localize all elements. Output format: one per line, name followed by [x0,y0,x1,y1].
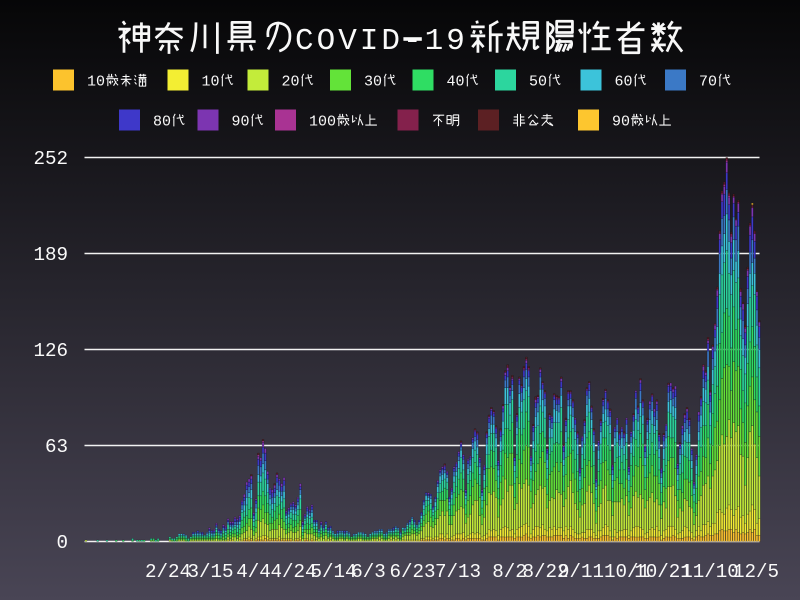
svg-text:60: 60 [615,74,633,91]
svg-text:3/15: 3/15 [187,561,233,583]
svg-text:40: 40 [447,74,465,91]
svg-text:20: 20 [282,74,300,91]
svg-text:189: 189 [33,244,68,266]
svg-text:9/11: 9/11 [558,561,604,583]
svg-text:2/24: 2/24 [145,561,191,583]
svg-text:252: 252 [33,148,68,170]
svg-text:70: 70 [699,74,717,91]
svg-text:8/2: 8/2 [492,561,527,583]
svg-text:90: 90 [232,114,250,131]
svg-text:7/13: 7/13 [435,561,481,583]
svg-text:10: 10 [202,74,220,91]
svg-text:6/3: 6/3 [351,561,386,583]
svg-text:4/4: 4/4 [236,561,271,583]
svg-text:10/1: 10/1 [604,561,650,583]
svg-text:30: 30 [364,74,382,91]
svg-text:11/10: 11/10 [681,561,739,583]
svg-text:100: 100 [309,114,336,131]
svg-text:90: 90 [612,114,630,131]
svg-text:126: 126 [33,340,68,362]
svg-text:5/14: 5/14 [310,561,356,583]
svg-text:6/23: 6/23 [389,561,435,583]
svg-text:COVID-19: COVID-19 [295,24,468,59]
svg-text:8/22: 8/22 [522,561,568,583]
svg-text:80: 80 [153,114,171,131]
svg-text:63: 63 [45,436,68,458]
svg-text:0: 0 [56,532,68,554]
svg-text:4/24: 4/24 [270,561,316,583]
svg-text:10/21: 10/21 [634,561,692,583]
svg-text:12/5: 12/5 [733,561,779,583]
svg-text:10: 10 [87,74,105,91]
svg-text:50: 50 [529,74,547,91]
